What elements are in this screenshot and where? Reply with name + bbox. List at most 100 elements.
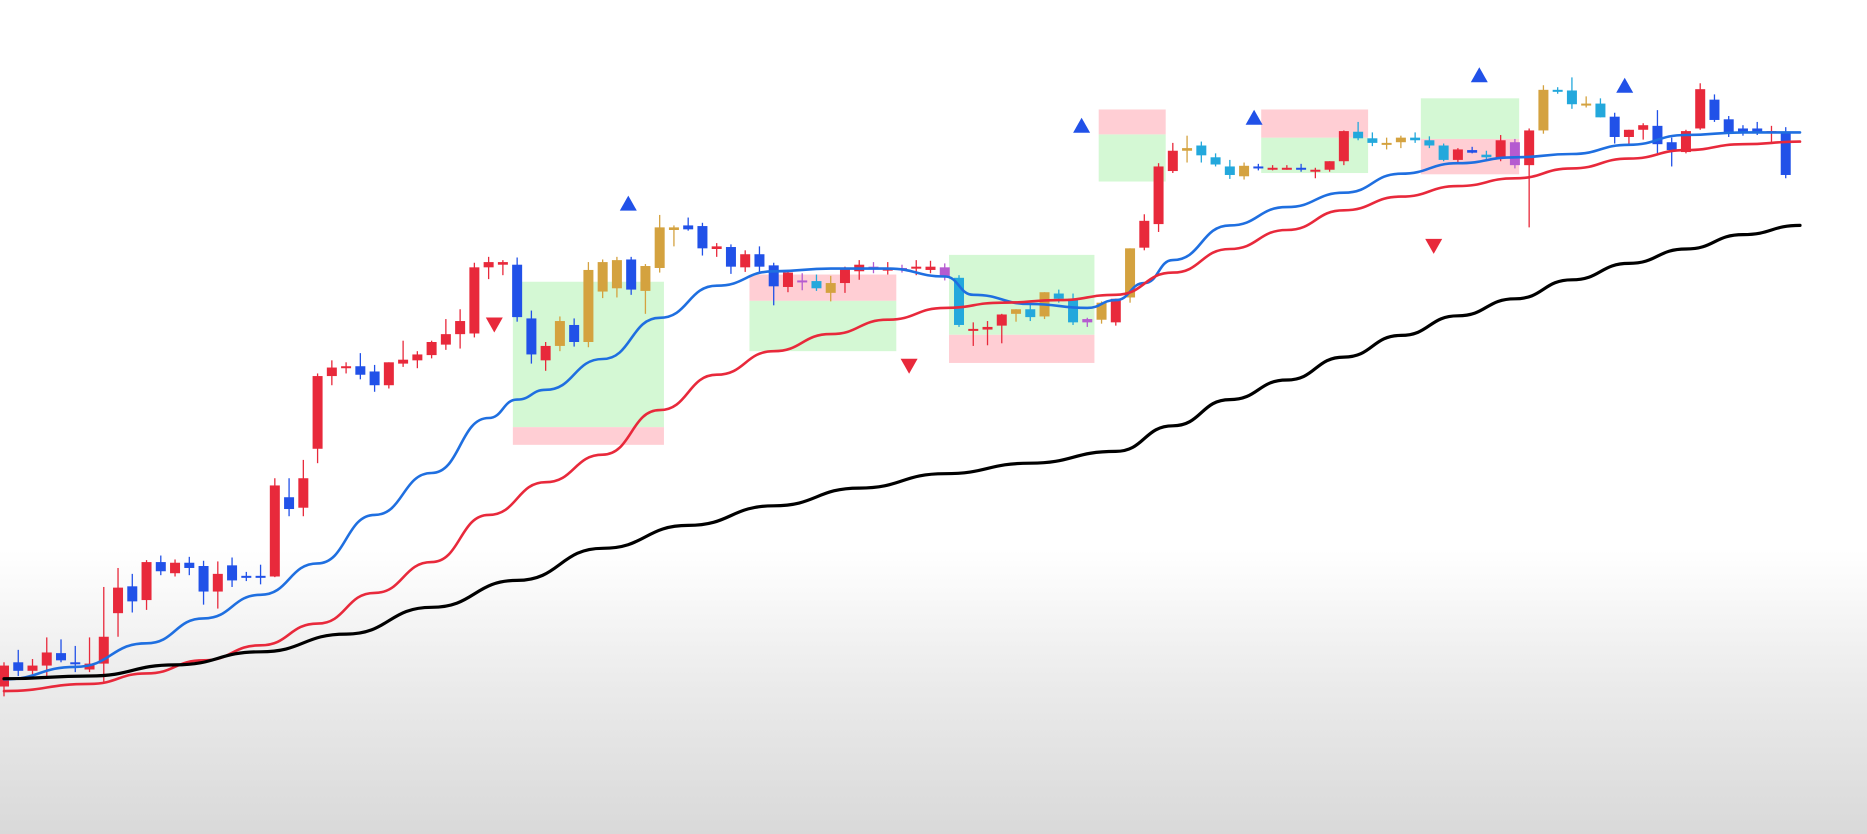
- signal-up-arrow: [619, 195, 637, 211]
- candle-body: [1096, 302, 1107, 320]
- candle-body: [398, 359, 409, 364]
- candle-body: [1737, 128, 1748, 133]
- candle-body: [255, 575, 266, 578]
- candle-body: [1581, 103, 1592, 106]
- candle: [1780, 127, 1791, 179]
- candle-body: [41, 652, 52, 666]
- candle-body: [1467, 150, 1478, 153]
- candle-body: [512, 264, 523, 318]
- candle-body: [597, 262, 608, 292]
- candle: [683, 217, 694, 231]
- candle-body: [1424, 140, 1435, 146]
- candle: [1538, 85, 1549, 134]
- candle-body: [70, 662, 81, 665]
- candle-body: [298, 478, 309, 508]
- green-zone: [1261, 137, 1369, 174]
- candle-body: [1552, 89, 1563, 92]
- candle-body: [155, 562, 166, 572]
- candle: [569, 318, 580, 347]
- candle-body: [982, 326, 993, 330]
- green-zone: [749, 300, 897, 352]
- candle-body: [768, 265, 779, 287]
- candle-body: [455, 321, 466, 335]
- candle: [1253, 163, 1264, 171]
- candle: [184, 556, 195, 576]
- candle-body: [1395, 137, 1406, 143]
- candle-body: [1367, 138, 1378, 143]
- candle: [1623, 129, 1634, 144]
- red-zone: [512, 427, 664, 445]
- candle: [1196, 141, 1207, 163]
- candle-body: [1167, 150, 1178, 172]
- candle: [1110, 298, 1121, 326]
- candle-body: [754, 254, 765, 267]
- candle-body: [797, 280, 808, 283]
- green-zone: [1420, 98, 1520, 139]
- candle: [1609, 112, 1620, 144]
- candle: [1082, 317, 1093, 327]
- candle: [512, 257, 523, 322]
- candle: [383, 362, 394, 389]
- candle: [56, 639, 67, 663]
- candle-body: [1196, 145, 1207, 156]
- candle-body: [1153, 166, 1164, 225]
- candle: [1353, 121, 1364, 141]
- candle: [155, 555, 166, 576]
- candle: [797, 273, 808, 291]
- candle: [782, 269, 793, 293]
- candle: [1224, 159, 1235, 179]
- candle: [284, 478, 295, 517]
- candle: [312, 373, 323, 464]
- candle-body: [1538, 89, 1549, 131]
- candle: [583, 262, 594, 348]
- candle-body: [1623, 129, 1634, 137]
- candle-body: [1082, 319, 1093, 323]
- signal-up-arrow: [1073, 117, 1091, 133]
- candle-body: [1438, 145, 1449, 160]
- candle-body: [654, 227, 665, 268]
- candle: [170, 559, 181, 577]
- candle-body: [1410, 137, 1421, 141]
- candle-body: [683, 225, 694, 230]
- candle-body: [1723, 119, 1734, 134]
- candle-body: [825, 283, 836, 293]
- candle: [1709, 94, 1720, 122]
- candle: [526, 310, 537, 364]
- candle: [740, 250, 751, 272]
- candle: [497, 260, 508, 276]
- candle: [768, 262, 779, 306]
- candle-body: [383, 362, 394, 386]
- candle: [341, 362, 352, 374]
- red-zone: [949, 334, 1095, 363]
- candle-body: [1239, 165, 1250, 177]
- signal-up-arrow: [1245, 109, 1263, 125]
- candle: [1410, 132, 1421, 143]
- candle-body: [1182, 148, 1193, 151]
- candle: [968, 322, 979, 346]
- candle-body: [925, 266, 936, 270]
- candle: [127, 573, 138, 613]
- candle-body: [1210, 157, 1221, 165]
- candle-body: [1381, 142, 1392, 145]
- candle: [839, 266, 850, 293]
- candle: [1581, 96, 1592, 108]
- candle-body: [170, 562, 181, 574]
- candle: [198, 560, 209, 605]
- candle: [1139, 214, 1150, 251]
- candle-body: [668, 227, 679, 230]
- candle-body: [1452, 149, 1463, 160]
- candle: [554, 316, 565, 352]
- candle-body: [1780, 132, 1791, 175]
- ema-slow-line: [2, 223, 1802, 681]
- candles-layer: [0, 77, 1791, 697]
- candle: [597, 259, 608, 299]
- candle: [1766, 125, 1777, 143]
- candle-body: [227, 565, 238, 581]
- signal-up-arrow: [1616, 77, 1634, 93]
- candle-body: [1638, 125, 1649, 130]
- candle-body: [782, 272, 793, 287]
- candle-body: [1139, 220, 1150, 248]
- candle-body: [1011, 309, 1022, 314]
- candle-body: [540, 345, 551, 361]
- candle-body: [426, 342, 437, 356]
